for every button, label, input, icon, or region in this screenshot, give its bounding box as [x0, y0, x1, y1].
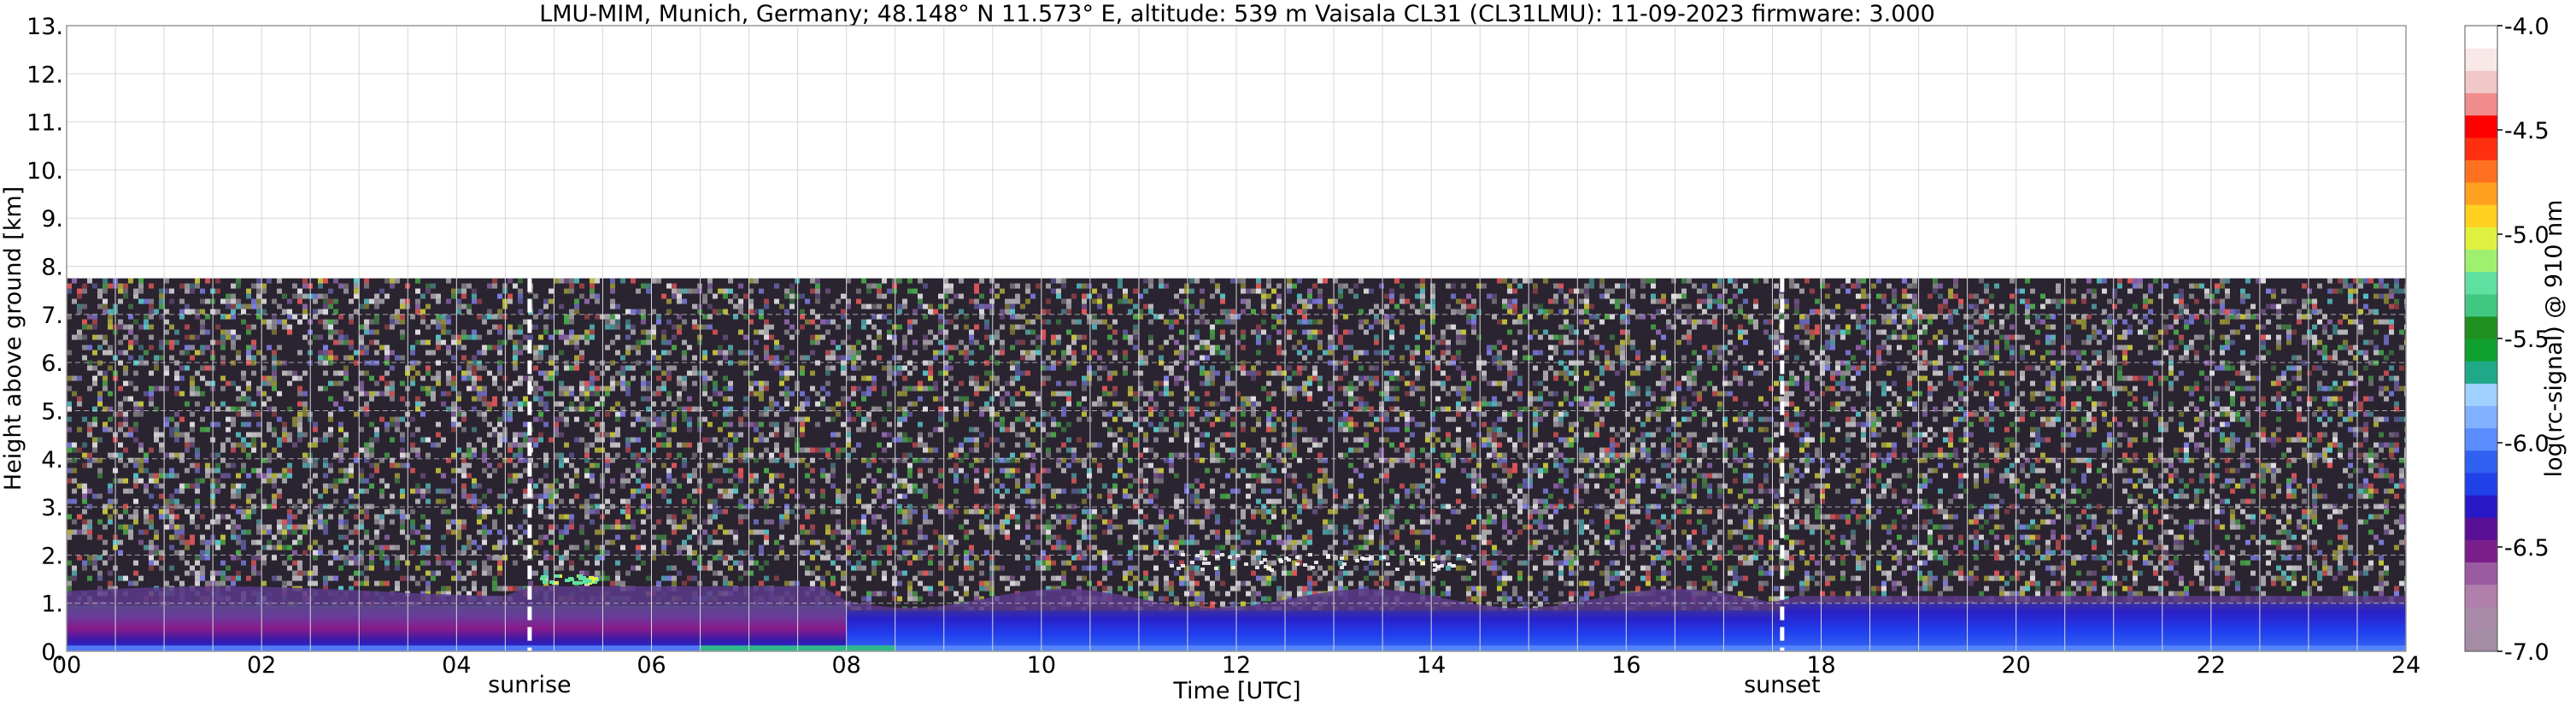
colorbar-segment [2465, 227, 2497, 250]
colorbar-segment [2465, 405, 2497, 429]
sun-marker-label: sunrise [488, 672, 572, 698]
sun-markers [527, 278, 1785, 651]
colorbar [2464, 25, 2498, 652]
y-tick-labels: 0. 1. 2. 3. 4. 5. 6. 7. 8. 9. 10. 11. 12. 13. [26, 14, 63, 666]
colorbar-segment [2465, 92, 2497, 116]
colorbar-segment [2465, 495, 2497, 518]
colorbar-segment [2465, 450, 2497, 474]
colorbar-segment [2465, 315, 2497, 339]
y-tick-label: 9. [41, 206, 63, 232]
grid-layer [67, 26, 2406, 651]
colorbar-tick-label: -7.0 [2504, 639, 2550, 666]
colorbar-segment [2465, 517, 2497, 540]
x-tick-label: 20 [2001, 652, 2030, 679]
colorbar-segment [2465, 115, 2497, 138]
colorbar-segment [2465, 137, 2497, 161]
colorbar-tick-label: -4.0 [2504, 14, 2550, 40]
x-tick-label: 18 [1806, 652, 1835, 679]
y-tick-label: 11. [26, 110, 63, 137]
chart-title: LMU-MIM, Munich, Germany; 48.148° N 11.5… [539, 1, 1935, 27]
colorbar-tick-label: -6.0 [2504, 431, 2550, 457]
x-tick-label: 00 [52, 652, 81, 679]
sun-annotations: sunrise sunset [488, 672, 1821, 698]
x-tick-label: 22 [2197, 652, 2226, 679]
y-tick-label: 5. [41, 398, 63, 425]
y-tick-label: 13. [26, 14, 63, 40]
plot-area [67, 26, 2406, 651]
colorbar-segment [2465, 472, 2497, 496]
colorbar-segment [2465, 427, 2497, 451]
colorbar-segment [2465, 204, 2497, 227]
colorbar-tick-labels: -4.0 -4.5 -5.0 -5.5 -6.0 -6.5 -7.0 [2497, 14, 2550, 666]
y-tick-label: 2. [41, 543, 63, 569]
colorbar-segment [2465, 361, 2497, 384]
colorbar-segment [2465, 249, 2497, 273]
y-tick-label: 8. [41, 255, 63, 281]
x-tick-label: 12 [1222, 652, 1251, 679]
x-tick-label: 14 [1417, 652, 1446, 679]
colorbar-segment [2465, 159, 2497, 183]
plot-frame [66, 25, 2407, 652]
y-tick-label: 6. [41, 350, 63, 377]
colorbar-segment [2465, 383, 2497, 407]
colorbar-tick-label: -4.5 [2504, 118, 2550, 144]
x-tick-label: 10 [1027, 652, 1056, 679]
colorbar-tick-label: -5.0 [2504, 222, 2550, 249]
colorbar-segment [2465, 628, 2497, 652]
y-tick-label: 3. [41, 495, 63, 521]
x-tick-label: 24 [2391, 652, 2421, 679]
x-tick-label: 16 [1611, 652, 1640, 679]
colorbar-label: log(rc-signal) @ 910 nm [2541, 200, 2567, 478]
aerosol-evening-core [1781, 603, 2406, 651]
colorbar-segment [2465, 48, 2497, 71]
colorbar-segment [2465, 338, 2497, 362]
colorbar-segment [2465, 606, 2497, 630]
colorbar-segment [2465, 293, 2497, 317]
y-tick-label: 10. [26, 158, 63, 185]
y-axis-label: Height above ground [km] [0, 186, 26, 491]
y-tick-label: 7. [41, 303, 63, 329]
y-tick-label: 4. [41, 447, 63, 474]
colorbar-segment [2465, 539, 2497, 563]
colorbar-segment [2465, 271, 2497, 295]
x-tick-label: 02 [247, 652, 276, 679]
y-tick-label: 12. [26, 62, 63, 88]
x-tick-label: 06 [637, 652, 666, 679]
x-tick-labels: 00 02 04 06 08 10 12 14 16 18 20 22 24 [52, 652, 2421, 679]
y-tick-label: 1. [41, 591, 63, 618]
colorbar-segment [2465, 70, 2497, 94]
y-tick-label: 0. [41, 639, 63, 666]
colorbar-tick-label: -6.5 [2504, 535, 2550, 562]
sun-marker-label: sunset [1744, 672, 1821, 698]
x-tick-label: 08 [831, 652, 860, 679]
colorbar-segment [2465, 182, 2497, 205]
colorbar-segment [2465, 584, 2497, 608]
colorbar-tick-label: -5.5 [2504, 327, 2550, 353]
aerosol-day-core [846, 610, 1782, 651]
x-axis-label: Time [UTC] [1172, 678, 1300, 704]
x-tick-label: 04 [442, 652, 471, 679]
colorbar-segment [2465, 26, 2497, 49]
colorbar-segment [2465, 562, 2497, 585]
